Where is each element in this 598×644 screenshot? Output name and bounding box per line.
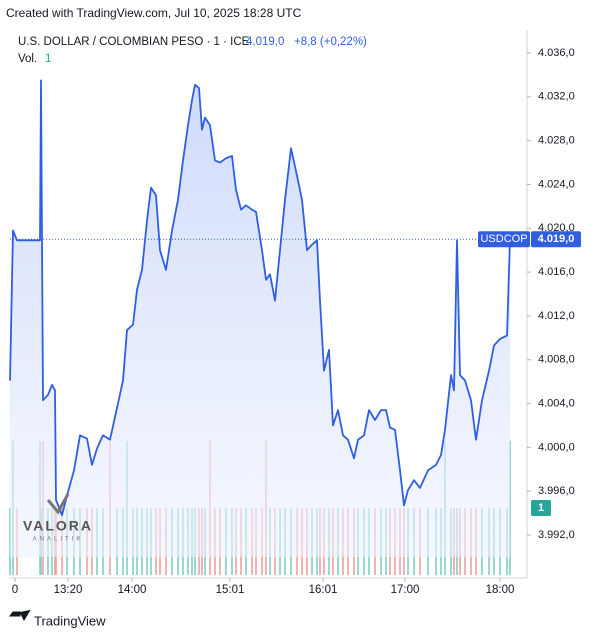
price-tag-bg <box>531 231 581 248</box>
brand: TradingView <box>34 613 106 628</box>
y-tick-label: 4.012,0 <box>538 310 575 322</box>
y-tick-label: 4.008,0 <box>538 354 575 366</box>
y-tick-label: 4.004,0 <box>538 397 575 409</box>
x-tick-label: 16:01 <box>309 584 338 596</box>
price-tag: 4.019,0 <box>538 233 575 245</box>
y-tick-label: 4.016,0 <box>538 266 575 278</box>
volume-label: Vol. <box>18 53 37 65</box>
y-tick-label: 4.000,0 <box>538 441 575 453</box>
area <box>10 80 510 557</box>
x-tick-label: 0 <box>12 584 18 596</box>
chart-title: U.S. DOLLAR / COLOMBIAN PESO · 1 · ICE <box>18 36 250 48</box>
x-tick-label: 15:01 <box>216 584 245 596</box>
symbol-tag-bg <box>478 231 530 248</box>
y-tick-label: 4.024,0 <box>538 178 575 190</box>
y-tick-label: 4.028,0 <box>538 135 575 147</box>
watermark-icon <box>46 493 70 515</box>
last-price: 4.019,0 <box>246 36 284 48</box>
x-tick-label: 13:20 <box>54 584 83 596</box>
change: +8,8 (+0,22%) <box>294 36 367 48</box>
y-tick-label: 4.032,0 <box>538 91 575 103</box>
x-tick-label: 17:00 <box>391 584 420 596</box>
volume-tag-bg <box>531 500 551 516</box>
symbol-tag: USDCOP <box>480 233 527 245</box>
price-line <box>9 79 511 517</box>
y-tick-label: 4.036,0 <box>538 47 575 59</box>
x-tick-label: 14:00 <box>118 584 147 596</box>
y-tick-label: 3.996,0 <box>538 485 575 497</box>
plot <box>9 79 527 575</box>
watermark-sub: ANALITIK <box>33 537 84 543</box>
brand-logo <box>9 609 31 622</box>
credit: Created with TradingView.com, Jul 10, 20… <box>6 6 302 20</box>
y-tick-label: 4.020,0 <box>538 222 575 234</box>
watermark-text: VALORA <box>23 518 93 534</box>
y-tick-label: 3.992,0 <box>538 529 575 541</box>
watermark: VALORA ANALITIK <box>23 493 93 543</box>
x-tick-label: 18:00 <box>486 584 515 596</box>
volume-last: 1 <box>45 53 51 65</box>
volume-tag: 1 <box>538 502 544 514</box>
